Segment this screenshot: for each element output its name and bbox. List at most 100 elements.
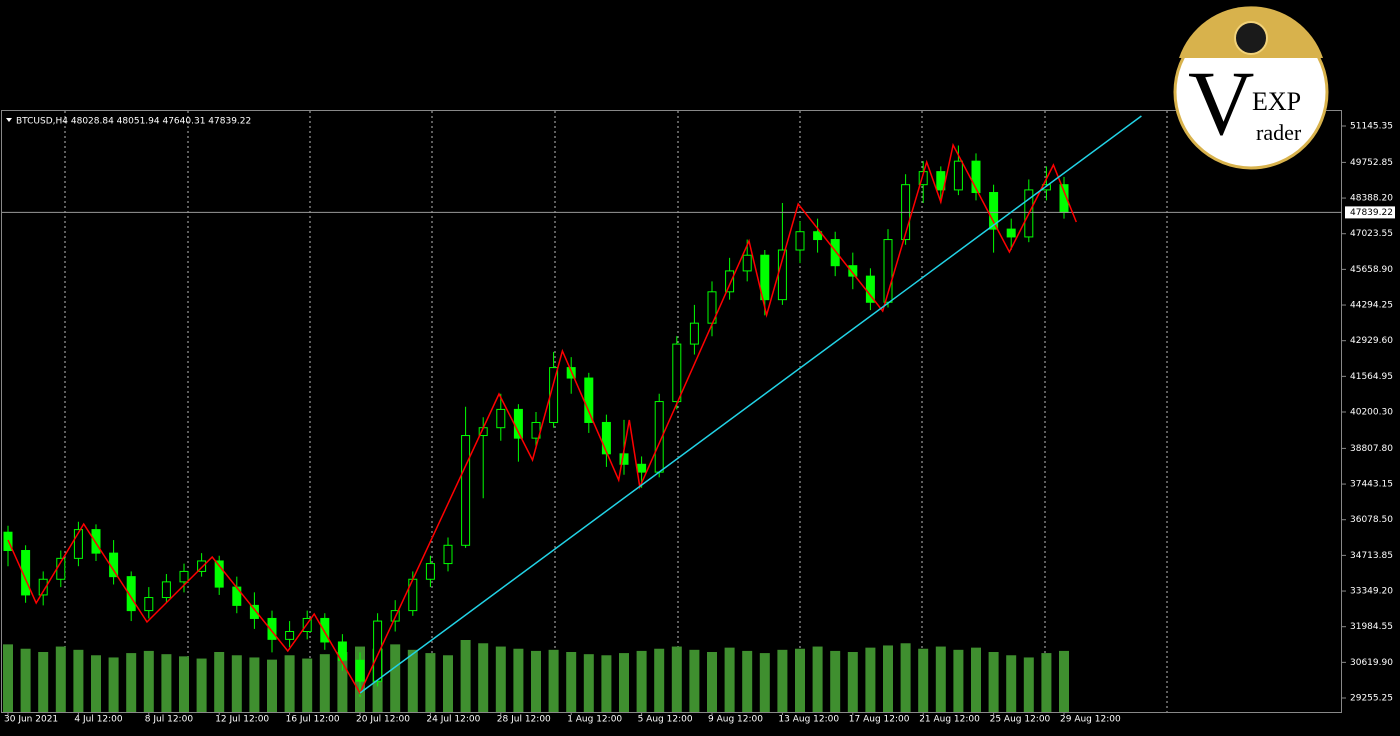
current-price-box: [1345, 206, 1395, 219]
volume-bar: [883, 645, 893, 712]
candle-body: [637, 463, 647, 473]
volume-bar: [971, 647, 981, 712]
volume-bar: [302, 658, 313, 712]
volume-bar: [847, 652, 858, 712]
logo: V EXP rader: [1173, 6, 1329, 170]
volume-bar: [601, 655, 612, 712]
x-tick-label: 9 Aug 12:00: [708, 715, 763, 725]
volume-bar: [73, 649, 84, 712]
logo-coin: [1234, 21, 1268, 55]
y-tick-label: 34713.85: [1350, 551, 1393, 561]
volume-bar: [707, 652, 717, 712]
candle-body: [285, 631, 295, 640]
volume-bar: [935, 646, 946, 712]
candle-body: [161, 581, 171, 599]
volume-bar: [777, 649, 788, 712]
y-tick-label: 47023.55: [1350, 229, 1393, 239]
volume-bar: [267, 659, 277, 712]
volume-bar: [55, 646, 66, 712]
chart-header: BTCUSD,H4 48028.84 48051.94 47640.31 478…: [16, 117, 251, 127]
candle-body: [21, 550, 31, 596]
candle-body: [320, 617, 330, 643]
volume-bar: [1023, 657, 1034, 712]
x-tick-label: 29 Aug 12:00: [1060, 715, 1121, 725]
volume-bar: [3, 644, 13, 712]
x-tick-label: 16 Jul 12:00: [286, 715, 340, 725]
volume-bar: [284, 655, 295, 712]
y-tick-label: 37443.15: [1350, 480, 1393, 490]
trend-line: [359, 115, 1142, 694]
volume-bar: [918, 648, 929, 712]
candle-body: [443, 544, 453, 565]
x-tick-label: 24 Jul 12:00: [426, 715, 480, 725]
volume-bar: [249, 657, 260, 712]
x-tick-label: 20 Jul 12:00: [356, 715, 410, 725]
volume-bar: [583, 654, 594, 712]
volume-bar: [495, 646, 506, 712]
candle-body: [249, 604, 259, 619]
volume-bar: [830, 650, 841, 712]
candle-body: [795, 231, 805, 251]
y-tick-label: 49752.85: [1350, 158, 1393, 168]
candle-body: [813, 231, 823, 241]
candle-body: [689, 322, 699, 345]
volume-bar: [566, 652, 577, 712]
y-tick-label: 31984.55: [1350, 622, 1393, 632]
candle-body: [848, 265, 858, 277]
candle-body: [355, 659, 365, 682]
volume-bar: [319, 654, 330, 712]
volume-bar: [1059, 650, 1069, 712]
volume-bar: [161, 654, 172, 712]
candle-body: [337, 641, 347, 661]
volume-bar: [619, 653, 629, 712]
candle-body: [179, 570, 189, 583]
y-tick-label: 42929.60: [1350, 336, 1393, 346]
candle-body: [91, 529, 101, 554]
candle-body: [425, 563, 435, 580]
volume-bar: [460, 640, 471, 712]
volume-bar: [337, 652, 348, 712]
candle-body: [760, 254, 770, 301]
candle-body: [672, 343, 682, 403]
volume-bar: [1041, 653, 1052, 712]
y-tick-label: 41564.95: [1350, 372, 1393, 382]
x-tick-label: 12 Jul 12:00: [215, 715, 269, 725]
x-tick-label: 21 Aug 12:00: [919, 715, 980, 725]
candle-body: [373, 620, 383, 682]
candle-body: [601, 421, 611, 455]
candle-body: [725, 270, 735, 293]
volume-bar: [900, 643, 911, 712]
y-tick-label: 40200.30: [1350, 408, 1393, 418]
volume-bar: [724, 647, 735, 712]
volume-bar: [548, 649, 559, 712]
y-tick-label: 36078.50: [1350, 515, 1393, 525]
volume-bar: [988, 652, 999, 712]
candle-body: [38, 578, 48, 596]
x-tick-label: 28 Jul 12:00: [497, 715, 551, 725]
y-tick-label: 29255.25: [1350, 694, 1393, 704]
x-tick-label: 30 Jun 2021: [4, 715, 58, 725]
candle-body: [232, 586, 242, 606]
candle-body: [742, 254, 752, 272]
volume-bar: [38, 652, 49, 712]
zigzag-line: [7, 142, 1077, 695]
candle-body: [267, 617, 277, 640]
current-price-label: 47839.22: [1350, 208, 1393, 218]
candle-body: [1006, 228, 1016, 238]
volume-bar: [214, 652, 225, 712]
volume-bar: [795, 648, 805, 712]
y-tick-label: 51145.35: [1350, 122, 1393, 132]
x-tick-label: 17 Aug 12:00: [849, 715, 910, 725]
y-tick-label: 48388.20: [1350, 194, 1393, 204]
volume-bar: [143, 650, 154, 712]
y-tick-label: 33349.20: [1350, 587, 1393, 597]
candle-body: [126, 576, 136, 612]
volume-bar: [1006, 655, 1017, 712]
volume-bar: [654, 648, 665, 712]
volume-bar: [179, 656, 189, 712]
volume-bar: [689, 649, 700, 712]
volume-bar: [407, 649, 418, 712]
volume-bar: [91, 655, 101, 712]
volume-bar: [390, 644, 401, 712]
header-arrow: [6, 118, 12, 122]
